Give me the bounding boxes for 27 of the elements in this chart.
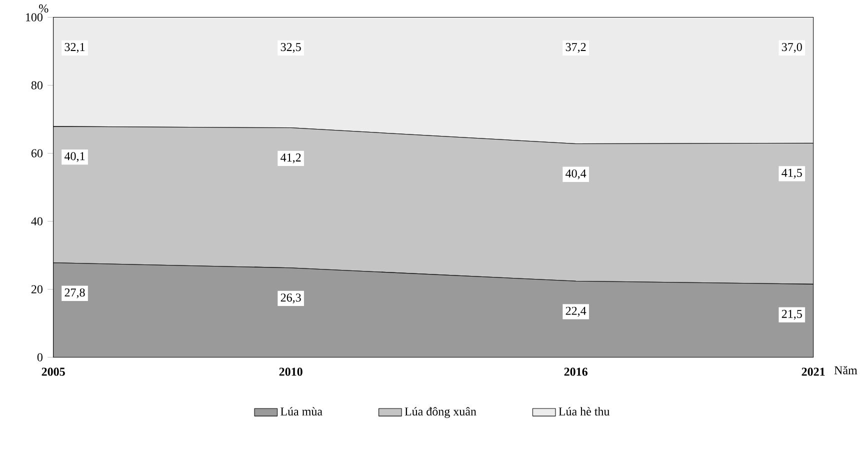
- y-tick-label: 100: [26, 13, 42, 22]
- data-label: 21,5: [782, 310, 802, 320]
- data-label: 26,3: [280, 293, 301, 304]
- data-label: 41,5: [782, 168, 802, 178]
- y-tick-label: 0: [37, 353, 42, 362]
- data-label: 41,2: [280, 153, 301, 164]
- x-tick-label: 2021: [802, 368, 825, 376]
- x-tick-label: 2005: [42, 368, 65, 376]
- x-tick-label: 2016: [564, 368, 588, 376]
- legend-label: Lúa đông xuân: [404, 406, 476, 418]
- data-label: 40,4: [566, 169, 586, 180]
- y-tick-label: 80: [31, 81, 42, 90]
- x-tick-label: 2010: [279, 368, 302, 376]
- legend-label: Lúa hè thu: [558, 406, 610, 416]
- y-axis-title: %: [39, 4, 48, 12]
- y-tick-label: 60: [31, 149, 42, 158]
- data-label: 40,1: [64, 152, 85, 162]
- data-label: 37,0: [782, 42, 802, 53]
- x-axis-title: Năm: [834, 366, 858, 374]
- data-label: 32,5: [280, 42, 301, 53]
- y-tick-label: 40: [31, 217, 42, 226]
- data-label: 37,2: [566, 42, 586, 53]
- data-label: 27,8: [64, 288, 85, 298]
- data-label: 32,1: [64, 42, 85, 53]
- data-label: 22,4: [566, 306, 586, 316]
- y-tick-label: 20: [31, 285, 42, 294]
- legend-label: Lúa mùa: [280, 406, 322, 416]
